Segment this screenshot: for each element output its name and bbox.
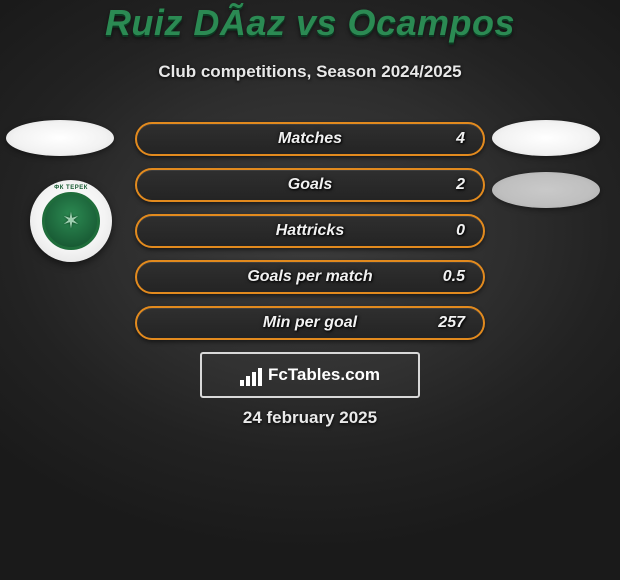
stat-row-matches: Matches 4 [135, 122, 485, 156]
player-photo-placeholder-right-1 [492, 120, 600, 156]
stat-label: Matches [278, 130, 342, 148]
branding-box: FcTables.com [200, 352, 420, 398]
stat-value: 2 [456, 176, 465, 194]
comparison-card: Ruiz DÃ­az vs Ocampos Club competitions,… [0, 0, 620, 580]
stat-value: 0.5 [443, 268, 465, 286]
stat-label: Goals per match [247, 268, 372, 286]
player-photo-placeholder-right-2 [492, 172, 600, 208]
club-badge-text: ФК ТЕРЕК [30, 185, 112, 191]
stat-value: 257 [438, 314, 465, 332]
page-title: Ruiz DÃ­az vs Ocampos [0, 2, 620, 44]
page-subtitle: Club competitions, Season 2024/2025 [0, 62, 620, 82]
stat-row-goals-per-match: Goals per match 0.5 [135, 260, 485, 294]
stat-row-hattricks: Hattricks 0 [135, 214, 485, 248]
stat-label: Hattricks [276, 222, 344, 240]
player-photo-placeholder-left [6, 120, 114, 156]
stat-row-goals: Goals 2 [135, 168, 485, 202]
stat-row-min-per-goal: Min per goal 257 [135, 306, 485, 340]
club-badge-inner-icon [42, 192, 100, 250]
branding-text: FcTables.com [268, 365, 380, 385]
date-stamp: 24 february 2025 [0, 408, 620, 428]
stat-label: Goals [288, 176, 332, 194]
stats-list: Matches 4 Goals 2 Hattricks 0 Goals per … [135, 122, 485, 352]
club-badge: ФК ТЕРЕК [30, 180, 112, 262]
chart-icon [240, 364, 262, 386]
stat-value: 0 [456, 222, 465, 240]
stat-value: 4 [456, 130, 465, 148]
stat-label: Min per goal [263, 314, 357, 332]
